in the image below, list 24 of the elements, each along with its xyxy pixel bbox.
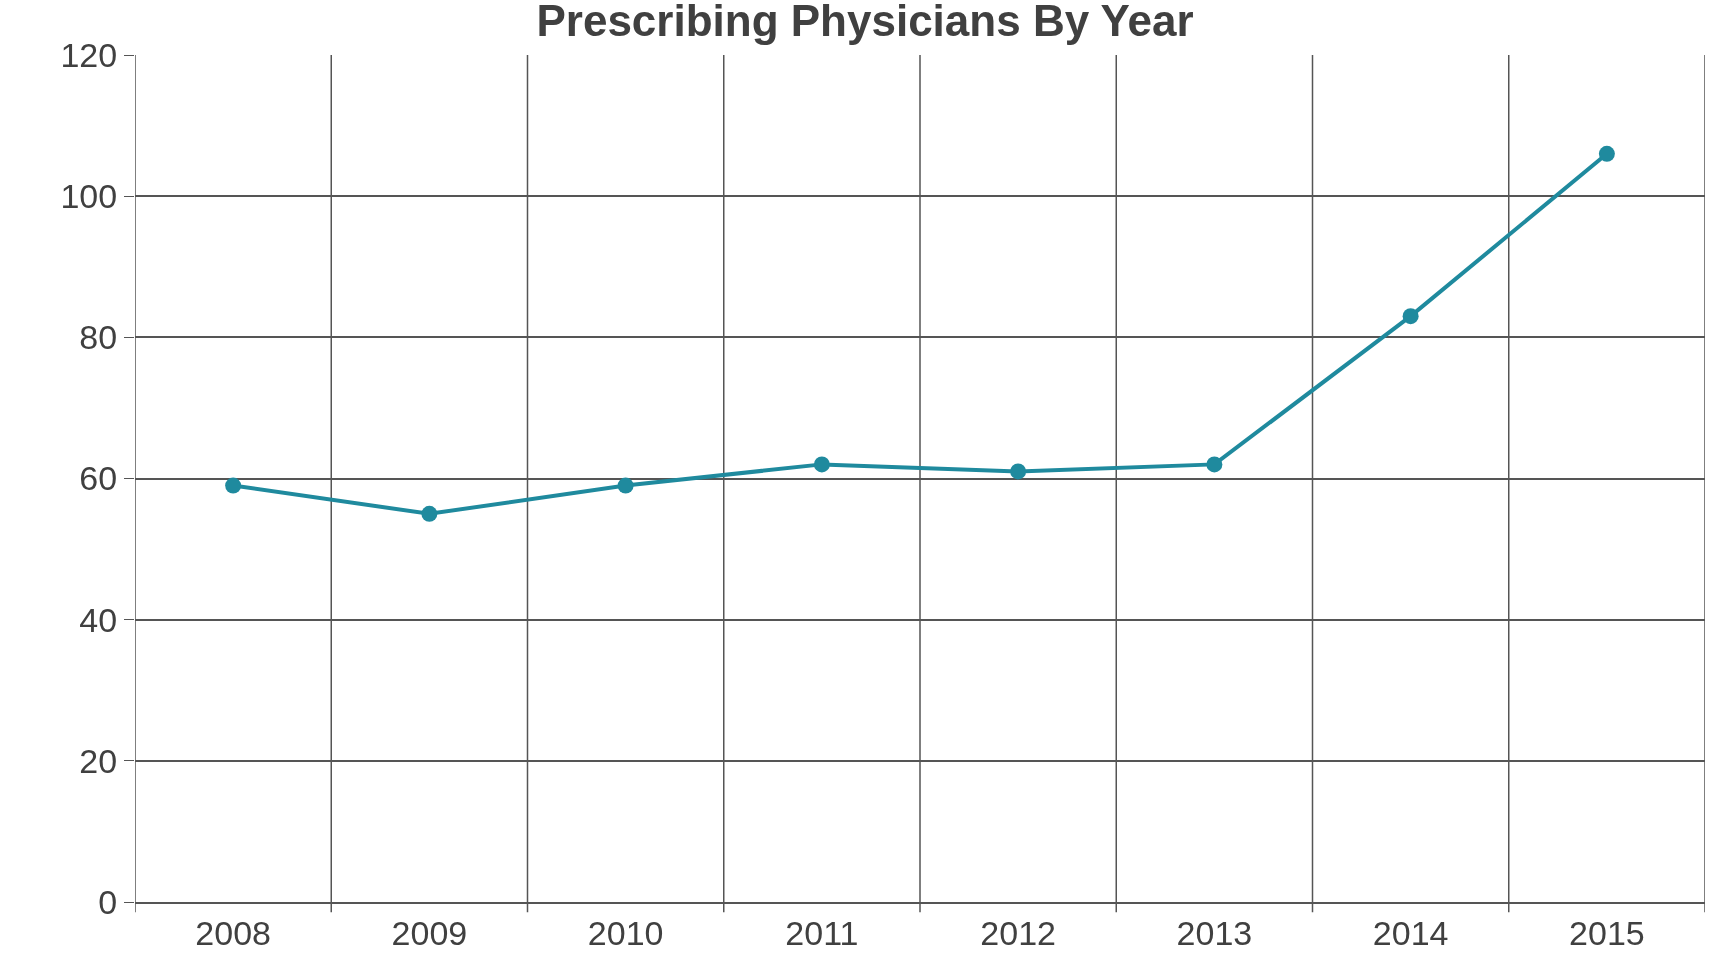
- point: [1402, 308, 1419, 325]
- y-tick-label: 0: [98, 882, 118, 921]
- x-tick-label: 2013: [1176, 913, 1253, 952]
- y-tick-label: 60: [79, 459, 118, 498]
- x-tick-label: 2008: [195, 913, 271, 952]
- y-tick-label: 100: [60, 177, 118, 216]
- chart-title: Prescribing Physicians By Year: [536, 0, 1194, 45]
- point: [421, 505, 438, 522]
- point: [813, 456, 830, 473]
- point: [617, 477, 634, 494]
- x-tick-label: 2011: [785, 913, 859, 952]
- point: [1598, 145, 1615, 162]
- x-tick-label: 2014: [1372, 913, 1449, 952]
- x-tick-label: 2012: [980, 913, 1056, 952]
- y-tick-label: 20: [79, 741, 118, 780]
- y-tick-label: 120: [60, 35, 118, 74]
- point: [1010, 463, 1027, 480]
- point: [225, 477, 242, 494]
- y-tick-label: 40: [79, 600, 118, 639]
- x-tick-label: 2010: [587, 913, 664, 952]
- point: [1206, 456, 1223, 473]
- y-tick-label: 80: [79, 318, 118, 357]
- x-tick-label: 2009: [391, 913, 468, 952]
- x-tick-label: 2015: [1569, 913, 1645, 952]
